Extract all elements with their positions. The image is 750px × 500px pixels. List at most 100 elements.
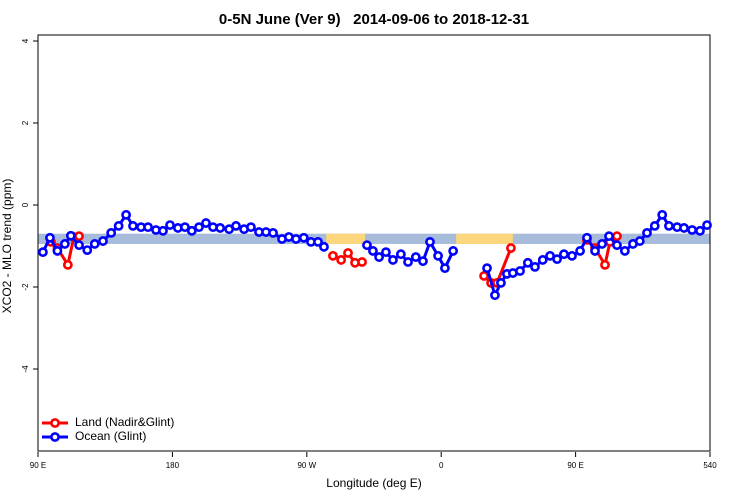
data-point (158, 225, 168, 236)
data-point (567, 250, 577, 261)
data-point (143, 222, 153, 233)
data-point (425, 236, 435, 247)
data-point (687, 225, 697, 235)
data-point (530, 262, 540, 272)
data-point (642, 227, 652, 238)
x-tick-label: 0 (439, 461, 444, 470)
data-point (357, 257, 367, 267)
data-point (395, 249, 406, 260)
data-point (597, 239, 607, 249)
data-point (89, 239, 100, 249)
data-point (600, 259, 610, 270)
data-point (74, 240, 84, 251)
data-point (59, 239, 70, 249)
data-point (52, 246, 63, 256)
data-point (433, 250, 443, 261)
data-point (113, 221, 124, 231)
data-point (45, 232, 55, 243)
data-point (649, 221, 660, 231)
y-tick-label: 2 (21, 120, 30, 125)
chart-title: 0-5N June (Ver 9) 2014-09-06 to 2018-12-… (219, 11, 529, 28)
legend-label: Ocean (Glint) (75, 429, 146, 443)
data-point (479, 271, 489, 281)
data-point (201, 218, 211, 228)
data-point (634, 236, 645, 246)
data-point (490, 290, 500, 301)
data-point (410, 252, 421, 262)
data-point (362, 240, 372, 251)
data-point (231, 221, 241, 231)
data-point (121, 209, 132, 220)
data-point (575, 246, 585, 256)
data-point (194, 222, 204, 233)
y-tick-label: 0 (21, 202, 30, 207)
data-point (552, 254, 562, 265)
data-point (695, 225, 705, 236)
data-point (440, 263, 450, 274)
data-point (612, 231, 622, 242)
data-point (374, 252, 384, 262)
data-point (418, 256, 428, 267)
land-span (456, 233, 513, 244)
data-point (664, 221, 674, 231)
data-point (496, 277, 506, 288)
data-point (403, 257, 413, 267)
data-point (180, 222, 190, 233)
y-tick-label: -4 (21, 365, 30, 373)
data-point (604, 231, 614, 242)
data-point (522, 257, 533, 268)
data-point (381, 247, 391, 258)
data-point (268, 227, 278, 238)
data-point (128, 221, 138, 231)
data-point (448, 246, 459, 256)
y-axis-label: XCO2 - MLO trend (ppm) (0, 179, 14, 314)
data-point (537, 255, 548, 265)
reference-band (38, 233, 710, 244)
data-point (319, 241, 329, 252)
legend-marker (50, 418, 60, 428)
y-tick-label: 4 (21, 38, 30, 43)
x-tick-label: 90 E (30, 461, 46, 470)
data-point (619, 246, 630, 256)
data-point (657, 209, 668, 220)
data-point (215, 223, 226, 233)
data-point (515, 266, 525, 276)
data-point (62, 259, 73, 270)
data-point (679, 223, 689, 233)
data-point (702, 220, 712, 230)
x-tick-label: 180 (166, 461, 180, 470)
data-point (559, 249, 569, 260)
data-point (298, 232, 309, 243)
data-point (165, 220, 175, 230)
data-point (313, 236, 323, 247)
data-point (246, 222, 256, 233)
plot-frame (37, 34, 711, 452)
legend-label: Land (Nadir&Glint) (75, 415, 174, 429)
data-point (106, 227, 117, 238)
data-point (186, 225, 197, 236)
data-point (336, 255, 347, 265)
data-point (590, 246, 600, 256)
data-point (368, 246, 378, 256)
data-point (388, 255, 398, 265)
x-tick-label: 90 E (567, 461, 583, 470)
data-point (74, 231, 84, 242)
data-point (98, 236, 108, 246)
x-axis-label: Longitude (deg E) (326, 476, 421, 490)
data-point (38, 247, 48, 258)
data-point (291, 234, 301, 244)
x-tick-label: 90 W (297, 461, 316, 470)
data-point (343, 248, 353, 258)
data-point (65, 230, 76, 241)
data-point (328, 250, 338, 261)
land-span (326, 233, 366, 244)
data-point (612, 240, 622, 251)
data-point (506, 243, 516, 253)
data-point (582, 232, 592, 243)
legend-marker (50, 432, 60, 442)
data-point (482, 263, 492, 274)
x-tick-label: 540 (703, 461, 717, 470)
y-tick-label: -2 (21, 283, 30, 291)
data-point (82, 245, 93, 255)
